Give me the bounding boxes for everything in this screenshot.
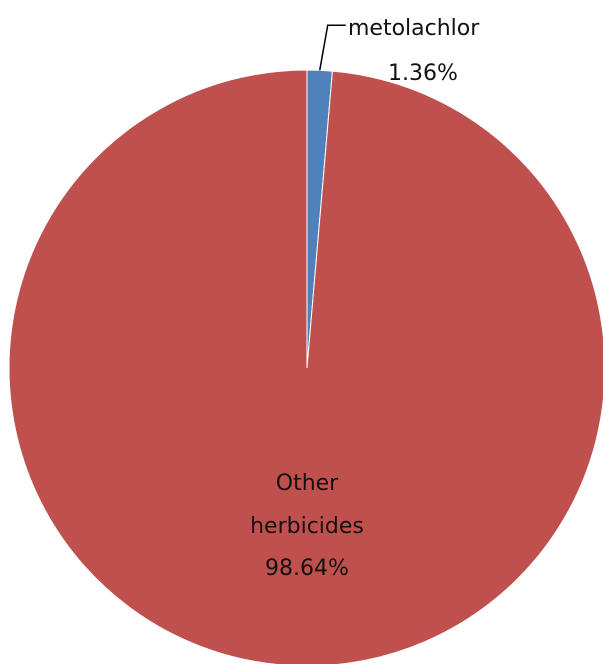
metolachlor-percent-label: 1.36% — [388, 61, 458, 86]
other-herbicides-percent-label: 98.64% — [265, 556, 349, 581]
other-herbicides-name-label-line2: herbicides — [250, 514, 364, 539]
metolachlor-name-label: metolachlor — [348, 16, 480, 41]
other-herbicides-name-label-line1: Other — [276, 471, 339, 496]
pie-slice-other-herbicides — [8, 69, 603, 664]
pie-slices — [8, 69, 603, 664]
metolachlor-leader-line — [318, 24, 346, 71]
